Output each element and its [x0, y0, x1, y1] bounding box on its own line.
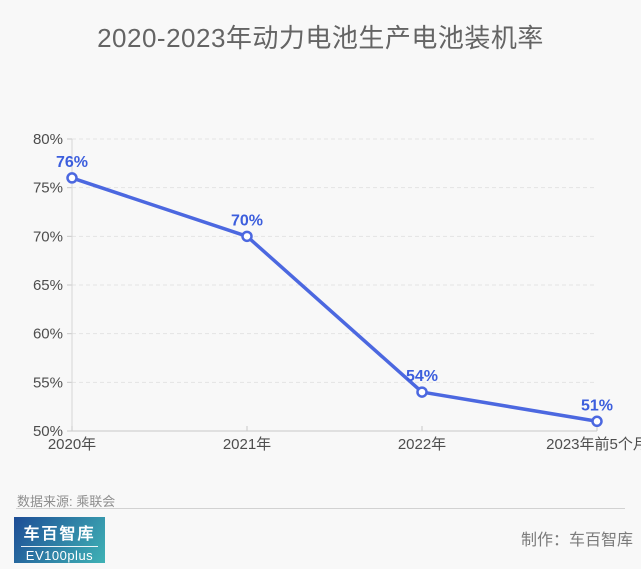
data-point	[591, 415, 603, 428]
data-point-label: 70%	[231, 212, 263, 229]
x-tick-label: 2021年	[223, 436, 271, 453]
brand-logo: 车百智库 EV100plus	[14, 517, 105, 563]
data-point-label: 54%	[406, 368, 438, 385]
x-tick-label: 2022年	[398, 436, 446, 453]
y-tick-label: 65%	[33, 277, 63, 294]
footer-divider	[16, 508, 625, 509]
y-tick-label: 60%	[33, 326, 63, 343]
y-tick-label: 80%	[33, 131, 63, 148]
data-source-label: 数据来源: 乘联会	[17, 494, 116, 509]
data-point-label: 51%	[581, 397, 613, 414]
credit-label: 制作：车百智库	[520, 532, 633, 549]
chart-title: 2020-2023年动力电池生产电池装机率	[97, 23, 544, 53]
line-chart: 50% 55% 60% 65% 70% 75% 80% 2020年 2021年 2022年 2023…	[33, 131, 641, 453]
data-point	[416, 386, 428, 398]
x-tick-label: 2020年	[48, 436, 96, 453]
y-tick-label: 70%	[33, 228, 63, 245]
trend-line	[70, 176, 599, 424]
brand-logo-subtitle: EV100plus	[25, 548, 94, 563]
data-point-label: 76%	[56, 154, 88, 171]
data-point	[66, 172, 78, 184]
brand-logo-name: 车百智库	[21, 520, 98, 547]
y-tick-label: 75%	[33, 180, 63, 197]
y-tick-label: 50%	[33, 423, 63, 440]
y-tick-label: 55%	[33, 374, 63, 391]
data-point	[241, 230, 253, 243]
x-tick-label: 2023年前5个月	[546, 436, 641, 453]
